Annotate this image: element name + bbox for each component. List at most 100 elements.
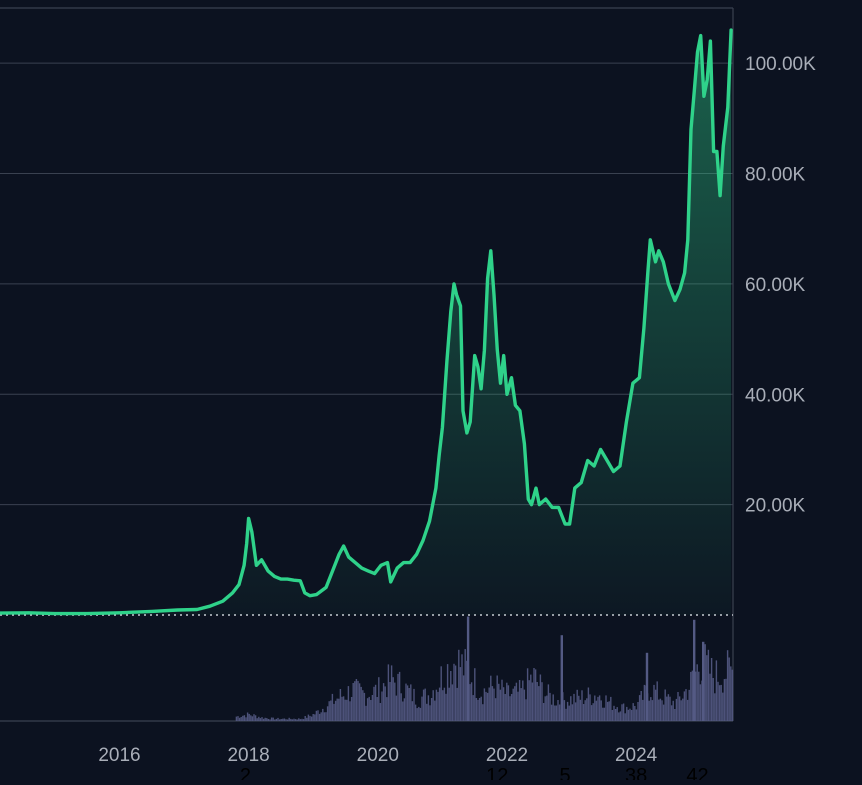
volume-bar: [597, 696, 599, 721]
volume-bar: [499, 689, 502, 721]
volume-bar: [270, 717, 273, 721]
volume-bar: [517, 691, 519, 721]
volume-bar: [307, 714, 310, 721]
volume-bar: [283, 718, 286, 721]
volume-bar: [565, 708, 567, 721]
volume-bar: [648, 700, 650, 721]
volume-bar: [389, 682, 391, 721]
volume-bar: [363, 692, 366, 721]
volume-bar: [261, 717, 263, 721]
volume-bar: [458, 649, 460, 721]
volume-bar: [384, 686, 386, 721]
bottom-label: 12: [486, 765, 508, 780]
volume-spike: [693, 619, 696, 721]
volume-bar: [426, 703, 428, 721]
price-series-line[interactable]: [0, 28, 733, 616]
volume-bar: [314, 714, 316, 721]
volume-bar: [416, 708, 418, 721]
volume-bar: [717, 681, 719, 721]
volume-bar: [456, 687, 458, 721]
volume-bar: [522, 680, 524, 721]
volume-bar: [725, 678, 727, 721]
volume-bar: [709, 673, 711, 721]
volume-spike: [702, 641, 705, 721]
volume-bar: [448, 687, 450, 721]
volume-bar: [558, 704, 561, 721]
volume-bar: [256, 718, 258, 721]
volume-bar: [563, 700, 566, 721]
volume-bar: [568, 705, 570, 721]
volume-bar: [478, 698, 481, 721]
volume-bar: [240, 717, 242, 721]
volume-bar: [675, 698, 678, 721]
volume-bar: [528, 680, 530, 721]
volume-bar: [338, 698, 340, 721]
volume-bar: [731, 669, 734, 721]
volume-bar: [349, 701, 351, 721]
volume-bar: [605, 695, 607, 721]
volume-bar: [466, 660, 468, 721]
volume-bar: [358, 683, 361, 721]
volume-bar: [331, 693, 334, 721]
volume-bar: [574, 702, 577, 721]
volume-bar: [638, 695, 641, 721]
volume-bar: [310, 716, 313, 721]
volume-bar: [368, 696, 370, 721]
volume-bar: [584, 700, 586, 721]
volume-bar: [323, 712, 326, 721]
volume-bar: [603, 707, 606, 721]
volume-bar: [437, 691, 439, 721]
volume-bar: [541, 682, 543, 721]
volume-bar: [386, 697, 388, 721]
volume-bar: [670, 705, 673, 721]
volume-bar: [381, 691, 383, 721]
volume-bar: [462, 675, 465, 721]
volume-bar: [342, 696, 345, 721]
volume-bar: [275, 718, 278, 721]
volume-bar: [667, 694, 670, 721]
volume-bar: [678, 696, 681, 721]
volume-bar: [360, 686, 362, 721]
volume-bar: [464, 649, 466, 721]
volume-bar: [515, 682, 518, 721]
volume-bar: [347, 686, 350, 721]
volume-bar: [589, 694, 591, 721]
volume-bar: [286, 719, 289, 721]
volume-bar: [285, 719, 287, 721]
volume-bar: [253, 714, 255, 721]
volume-bar: [350, 697, 353, 721]
volume-bar: [336, 698, 338, 721]
volume-bar: [651, 700, 654, 721]
volume-bar: [443, 687, 446, 721]
volume-bar: [470, 682, 473, 721]
volume-bar: [674, 709, 676, 721]
volume-bar: [571, 704, 574, 721]
volume-bar: [293, 718, 295, 721]
volume-bar: [512, 688, 514, 721]
volume-bar: [376, 697, 378, 721]
price-line[interactable]: [0, 28, 733, 616]
volume-bar: [248, 713, 250, 721]
volume-bar: [483, 688, 486, 721]
volume-bar: [538, 686, 540, 721]
volume-bar: [445, 693, 447, 721]
volume-bar: [488, 687, 490, 721]
volume-bar: [626, 706, 628, 721]
volume-bar: [410, 684, 412, 721]
volume-bar: [491, 686, 494, 721]
volume-bar: [672, 700, 674, 721]
volume-bar: [245, 717, 247, 721]
volume-bar: [250, 715, 252, 721]
volume-bar: [333, 703, 335, 721]
volume-bar: [536, 682, 538, 721]
volume-bar: [542, 703, 545, 721]
volume-bar: [442, 690, 444, 721]
volume-bar: [493, 688, 495, 721]
volume-bar: [469, 684, 471, 721]
volume-bar: [474, 668, 476, 721]
volume-bar: [454, 665, 457, 721]
y-tick-label: 80.00K: [745, 165, 806, 186]
volume-bar: [510, 694, 513, 721]
